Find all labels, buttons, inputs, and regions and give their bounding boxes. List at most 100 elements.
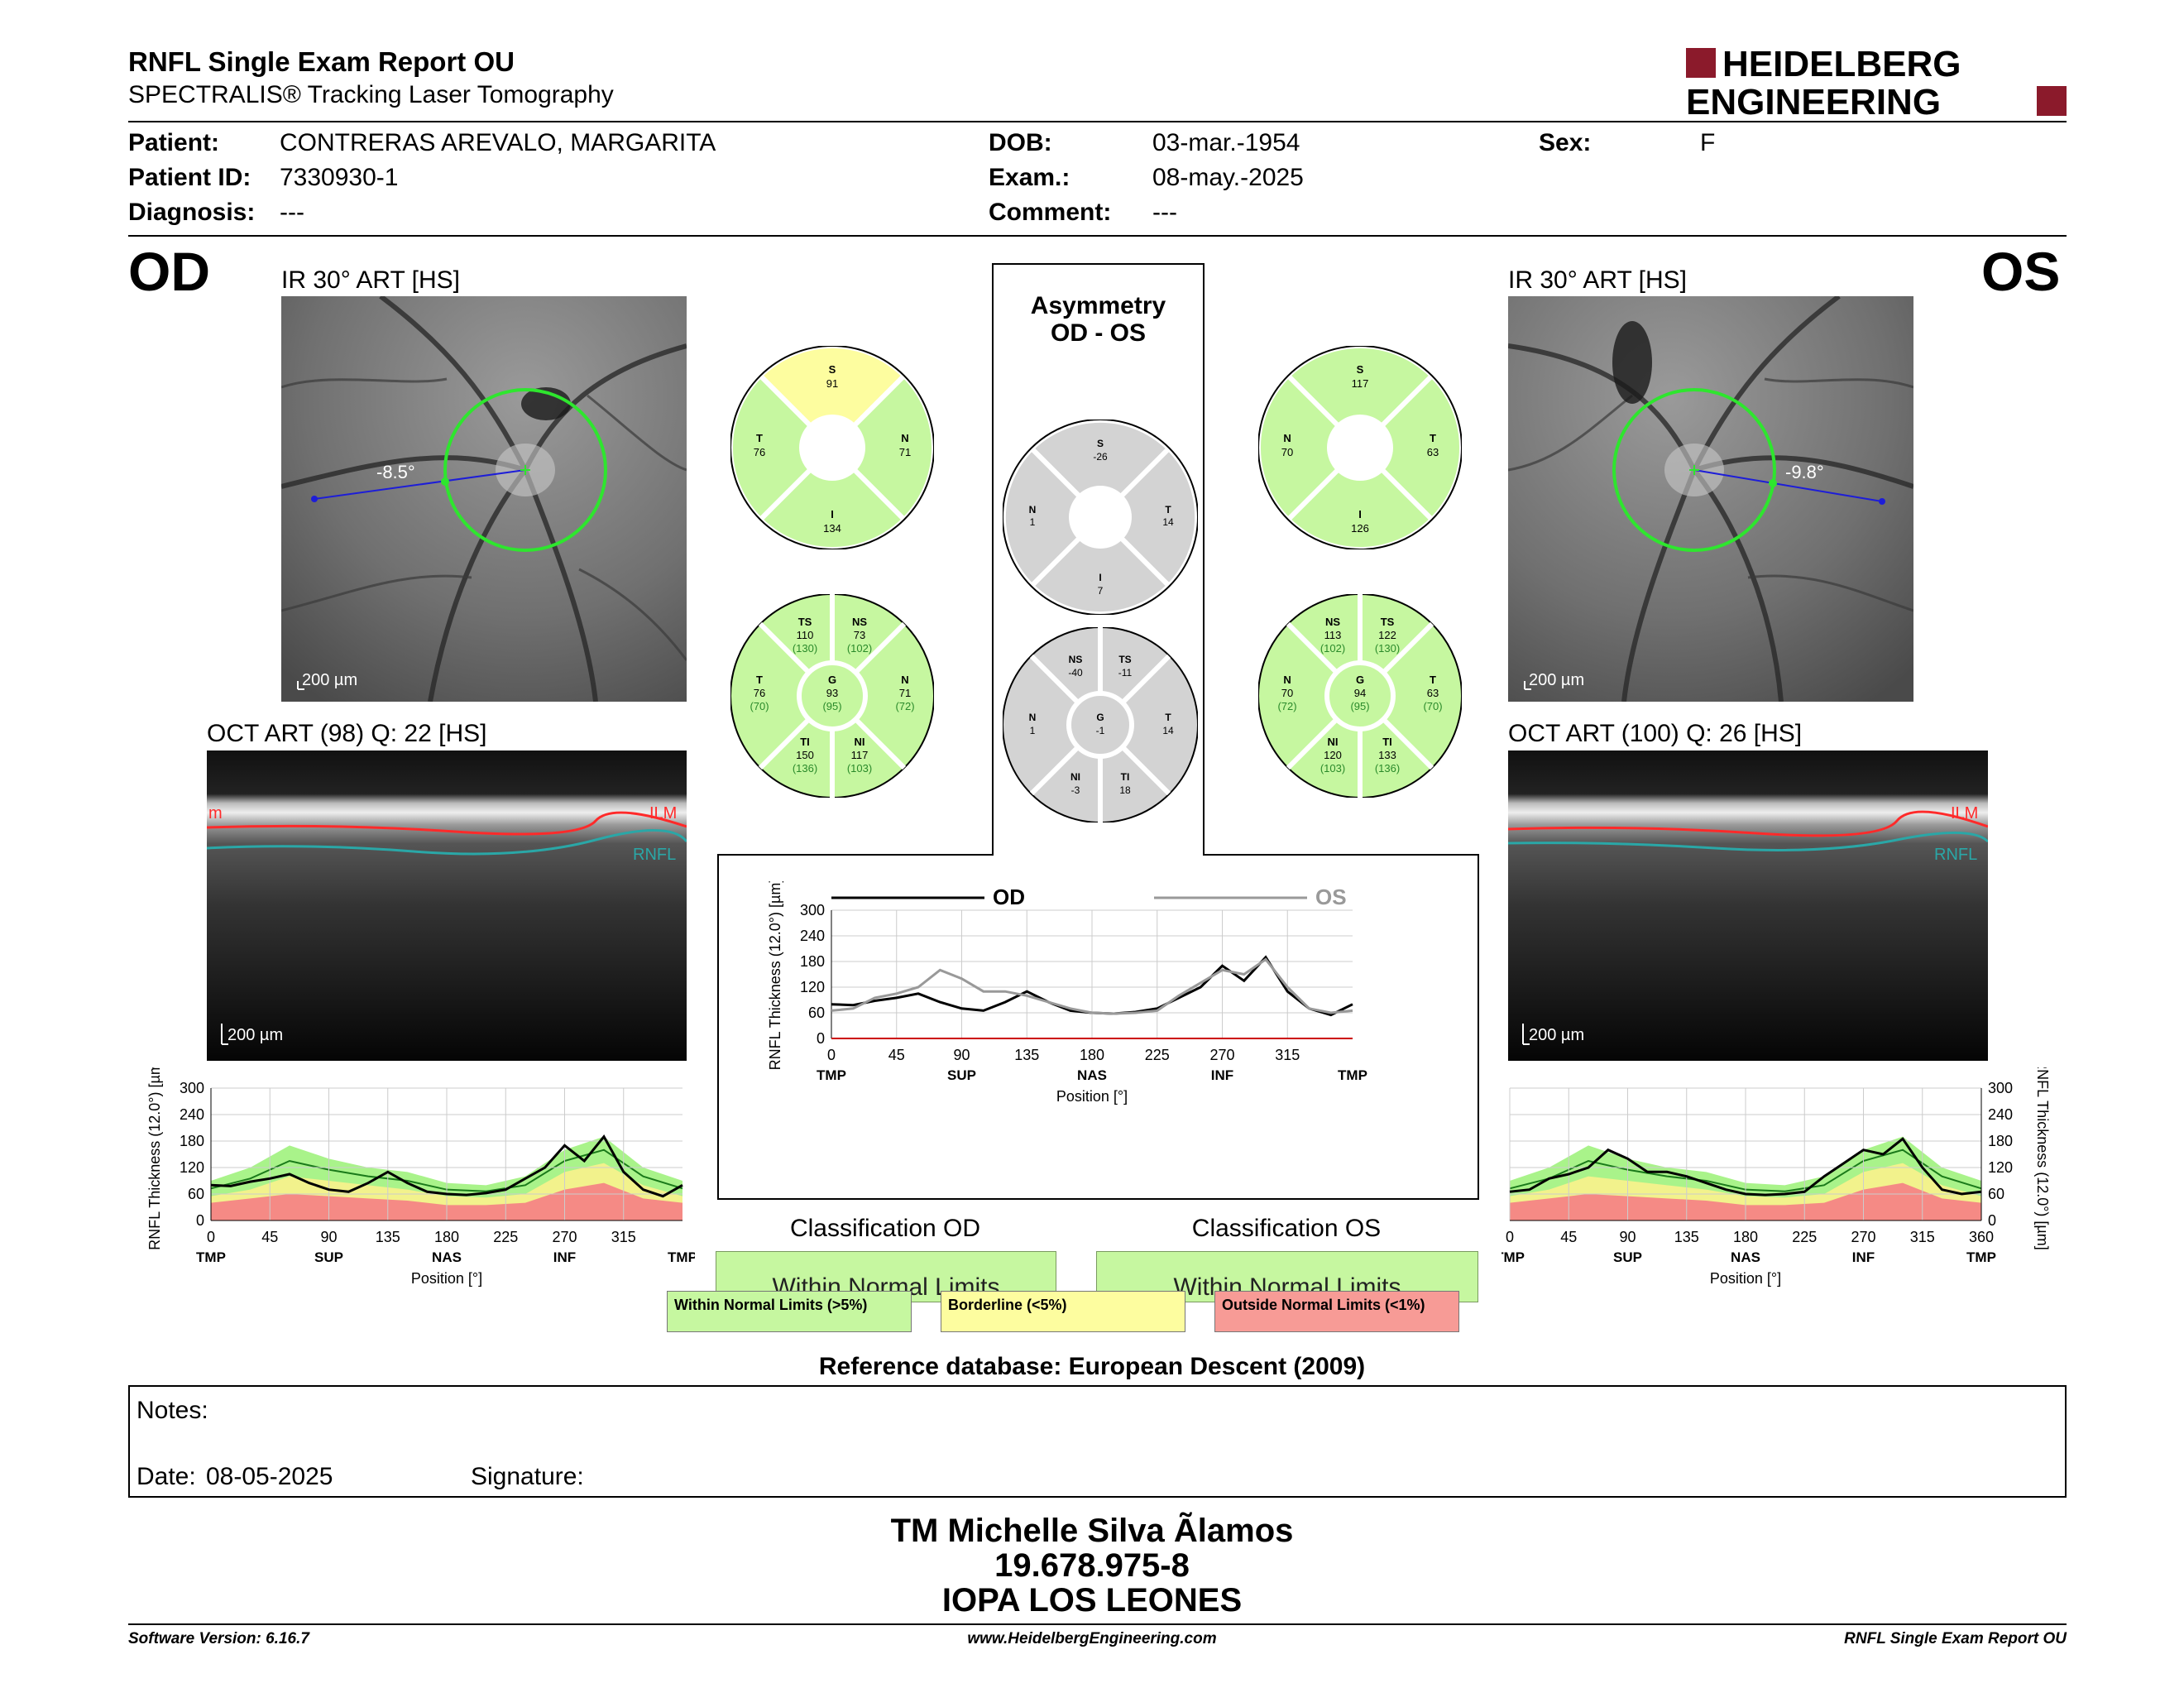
os-ni-value: 120	[1324, 749, 1342, 761]
od-ns-value: 73	[854, 629, 865, 641]
y-tick-label: 180	[800, 953, 825, 970]
exam-label: Exam.:	[989, 164, 1070, 191]
legend-borderline: Borderline (<5%)	[941, 1291, 1185, 1332]
od-ir-label: IR 30° ART [HS]	[281, 266, 460, 294]
region-label: TMP	[1966, 1249, 1996, 1265]
asym-sector-circle-4: S -26 N 1 T 14 I 7	[1003, 420, 1198, 615]
os-i-label: I	[1358, 508, 1362, 520]
notes-box: Notes: Date: 08-05-2025 Signature:	[128, 1385, 2067, 1498]
od-n7-label: N	[901, 674, 908, 686]
od-t7-value: 76	[754, 687, 765, 699]
x-tick-label: 90	[1619, 1229, 1636, 1245]
od-s-value: 91	[826, 377, 838, 390]
x-tick-label: 360	[1969, 1229, 1994, 1245]
x-tick-label: 90	[320, 1229, 337, 1245]
y-tick-label: 300	[180, 1080, 204, 1096]
asym-ni-value: -3	[1071, 784, 1080, 796]
os-oct-scale: 200 µm	[1529, 1026, 1584, 1044]
x-axis-label: Position [°]	[411, 1270, 482, 1287]
os-ilm-label: ILM	[1951, 804, 1978, 822]
asym-t-label: T	[1165, 504, 1171, 516]
heidelberg-logo: HEIDELBERG ENGINEERING	[1686, 46, 2067, 117]
od-rnfl-label: RNFL	[633, 846, 676, 864]
od-ts-value: 110	[797, 629, 814, 641]
asym-i-label: I	[1099, 572, 1101, 583]
x-tick-label: 315	[1275, 1047, 1300, 1063]
asym-n7-label: N	[1029, 712, 1037, 723]
region-label: NAS	[432, 1249, 462, 1265]
od-fundus-image: -8.5° 200 µm	[281, 296, 687, 702]
asym-g-label: G	[1096, 712, 1104, 723]
exam-value: 08-may.-2025	[1152, 164, 1304, 191]
od-ni-value: 117	[851, 749, 869, 761]
asym-ni-label: NI	[1070, 771, 1080, 783]
x-tick-label: 270	[552, 1229, 577, 1245]
y-tick-label: 0	[817, 1030, 825, 1047]
os-ts-label: TS	[1381, 616, 1395, 628]
y-tick-label: 240	[180, 1106, 204, 1123]
region-label: INF	[1852, 1249, 1875, 1265]
region-label: TMP	[668, 1249, 695, 1265]
region-label: SUP	[947, 1067, 976, 1083]
os-ns-normal: (102)	[1320, 642, 1345, 655]
os-ts-normal: (130)	[1375, 642, 1400, 655]
legend-label-od: OD	[993, 885, 1025, 909]
x-tick-label: 315	[1910, 1229, 1935, 1245]
legend-wnl: Within Normal Limits (>5%)	[667, 1291, 912, 1332]
od-sector-circle-7: TS 110 (130) NS 73 (102) T 76 (70) G 93 …	[730, 594, 934, 798]
os-ts-value: 122	[1378, 629, 1396, 641]
os-s-value: 117	[1352, 377, 1369, 390]
x-tick-label: 135	[376, 1229, 400, 1245]
classification-od-title: Classification OD	[789, 1215, 981, 1242]
od-t-label: T	[756, 432, 763, 444]
y-tick-label: 0	[1988, 1212, 1996, 1229]
os-n7-value: 70	[1281, 687, 1293, 699]
asymmetry-title-line1: Asymmetry	[1030, 292, 1166, 319]
od-thickness-chart: 0 60 120 180 240 300 0 45 90 135 180 225 270 315 TMP SU…	[146, 1067, 695, 1287]
y-tick-label: 300	[1988, 1080, 2013, 1096]
asym-i-value: 7	[1098, 585, 1104, 597]
asym-n-label: N	[1029, 504, 1037, 516]
diagnosis-label: Diagnosis:	[128, 199, 256, 226]
os-n-label: N	[1283, 432, 1291, 444]
od-ni-label: NI	[855, 736, 865, 748]
asym-ts-label: TS	[1118, 654, 1131, 665]
od-ir-scale: 200 µm	[302, 671, 357, 689]
od-g-value: 93	[826, 687, 838, 699]
report-title: RNFL Single Exam Report OU	[128, 46, 515, 77]
comment-label: Comment:	[989, 199, 1112, 226]
notes-signature-label: Signature:	[471, 1463, 584, 1490]
os-sector-circle-7: NS 113 (102) TS 122 (130) N 70 (72) G 94…	[1258, 594, 1462, 798]
region-label: TMP	[817, 1067, 846, 1083]
os-t7-value: 63	[1427, 687, 1439, 699]
os-angle-text: -9.8°	[1785, 462, 1824, 482]
asym-n-value: 1	[1030, 516, 1036, 528]
notes-date-value: 08-05-2025	[206, 1463, 333, 1490]
x-tick-label: 135	[1014, 1047, 1039, 1063]
patient-id: 7330930-1	[280, 164, 399, 191]
asymmetry-title: Asymmetry OD - OS	[993, 292, 1204, 347]
od-ni-normal: (103)	[847, 762, 872, 774]
sex-value: F	[1700, 129, 1716, 156]
footer-url[interactable]: www.HeidelbergEngineering.com	[967, 1630, 1217, 1647]
asymmetry-frame	[717, 263, 1479, 1200]
eye-label-os: OS	[1981, 241, 2061, 302]
od-t-value: 76	[754, 446, 765, 458]
od-n-label: N	[901, 432, 908, 444]
od-oct-scale: 200 µm	[228, 1026, 283, 1044]
asym-s-label: S	[1097, 438, 1104, 449]
x-tick-label: 225	[1145, 1047, 1170, 1063]
os-n7-normal: (72)	[1277, 700, 1296, 712]
os-bscan-image: ILM RNFL 200 µm	[1508, 750, 1988, 1061]
x-tick-label: 270	[1209, 1047, 1234, 1063]
patient-name: CONTRERAS AREVALO, MARGARITA	[280, 129, 716, 156]
os-s-label: S	[1357, 363, 1364, 376]
region-label: INF	[553, 1249, 576, 1265]
footer-report: RNFL Single Exam Report OU	[1844, 1630, 2067, 1647]
od-ti-value: 150	[796, 749, 814, 761]
asym-t7-label: T	[1165, 712, 1171, 723]
asym-sector-circle-7: NS -40 TS -11 N 1 G -1 T 14 NI -3 TI 18	[1003, 627, 1198, 822]
region-label: SUP	[1613, 1249, 1642, 1265]
od-ns-label: NS	[852, 616, 867, 628]
os-ni-normal: (103)	[1320, 762, 1345, 774]
